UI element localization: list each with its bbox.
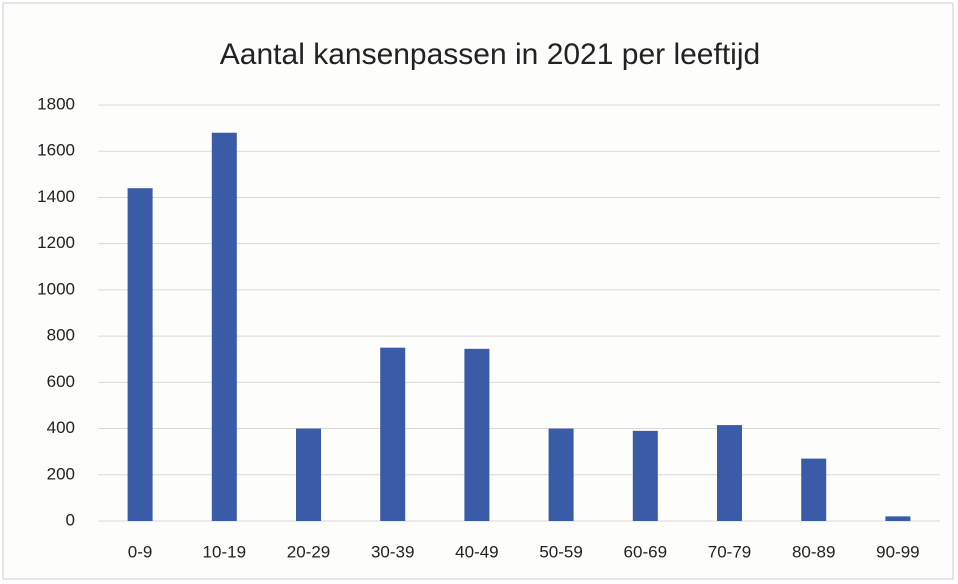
- y-tick-label: 400: [47, 418, 75, 437]
- y-tick-label: 200: [47, 464, 75, 483]
- y-tick-label: 1000: [37, 279, 75, 298]
- bar: [548, 428, 574, 521]
- x-tick-label: 30-39: [371, 542, 414, 561]
- x-tick-label: 60-69: [624, 542, 667, 561]
- bar: [717, 425, 742, 521]
- chart-title: Aantal kansenpassen in 2021 per leeftijd: [220, 38, 760, 71]
- bar: [380, 347, 406, 521]
- x-tick-label: 40-49: [455, 542, 498, 561]
- bar: [296, 428, 321, 521]
- bar: [801, 458, 827, 521]
- bar: [632, 430, 658, 521]
- bar: [211, 132, 237, 521]
- x-tick-label: 10-19: [203, 542, 246, 561]
- bar: [885, 516, 911, 521]
- y-tick-label: 600: [47, 372, 75, 391]
- bar: [127, 188, 153, 521]
- x-tick-label: 70-79: [708, 542, 751, 561]
- y-tick-label: 0: [66, 510, 75, 529]
- y-tick-label: 1200: [37, 233, 75, 252]
- x-tick-label: 90-99: [876, 542, 919, 561]
- y-tick-label: 800: [47, 326, 75, 345]
- y-tick-label: 1600: [37, 141, 75, 160]
- x-tick-label: 20-29: [287, 542, 330, 561]
- bar: [464, 348, 490, 521]
- x-tick-label: 50-59: [539, 542, 582, 561]
- x-tick-label: 0-9: [128, 542, 153, 561]
- y-tick-label: 1400: [37, 187, 75, 206]
- y-tick-label: 1800: [37, 94, 75, 113]
- x-tick-label: 80-89: [792, 542, 835, 561]
